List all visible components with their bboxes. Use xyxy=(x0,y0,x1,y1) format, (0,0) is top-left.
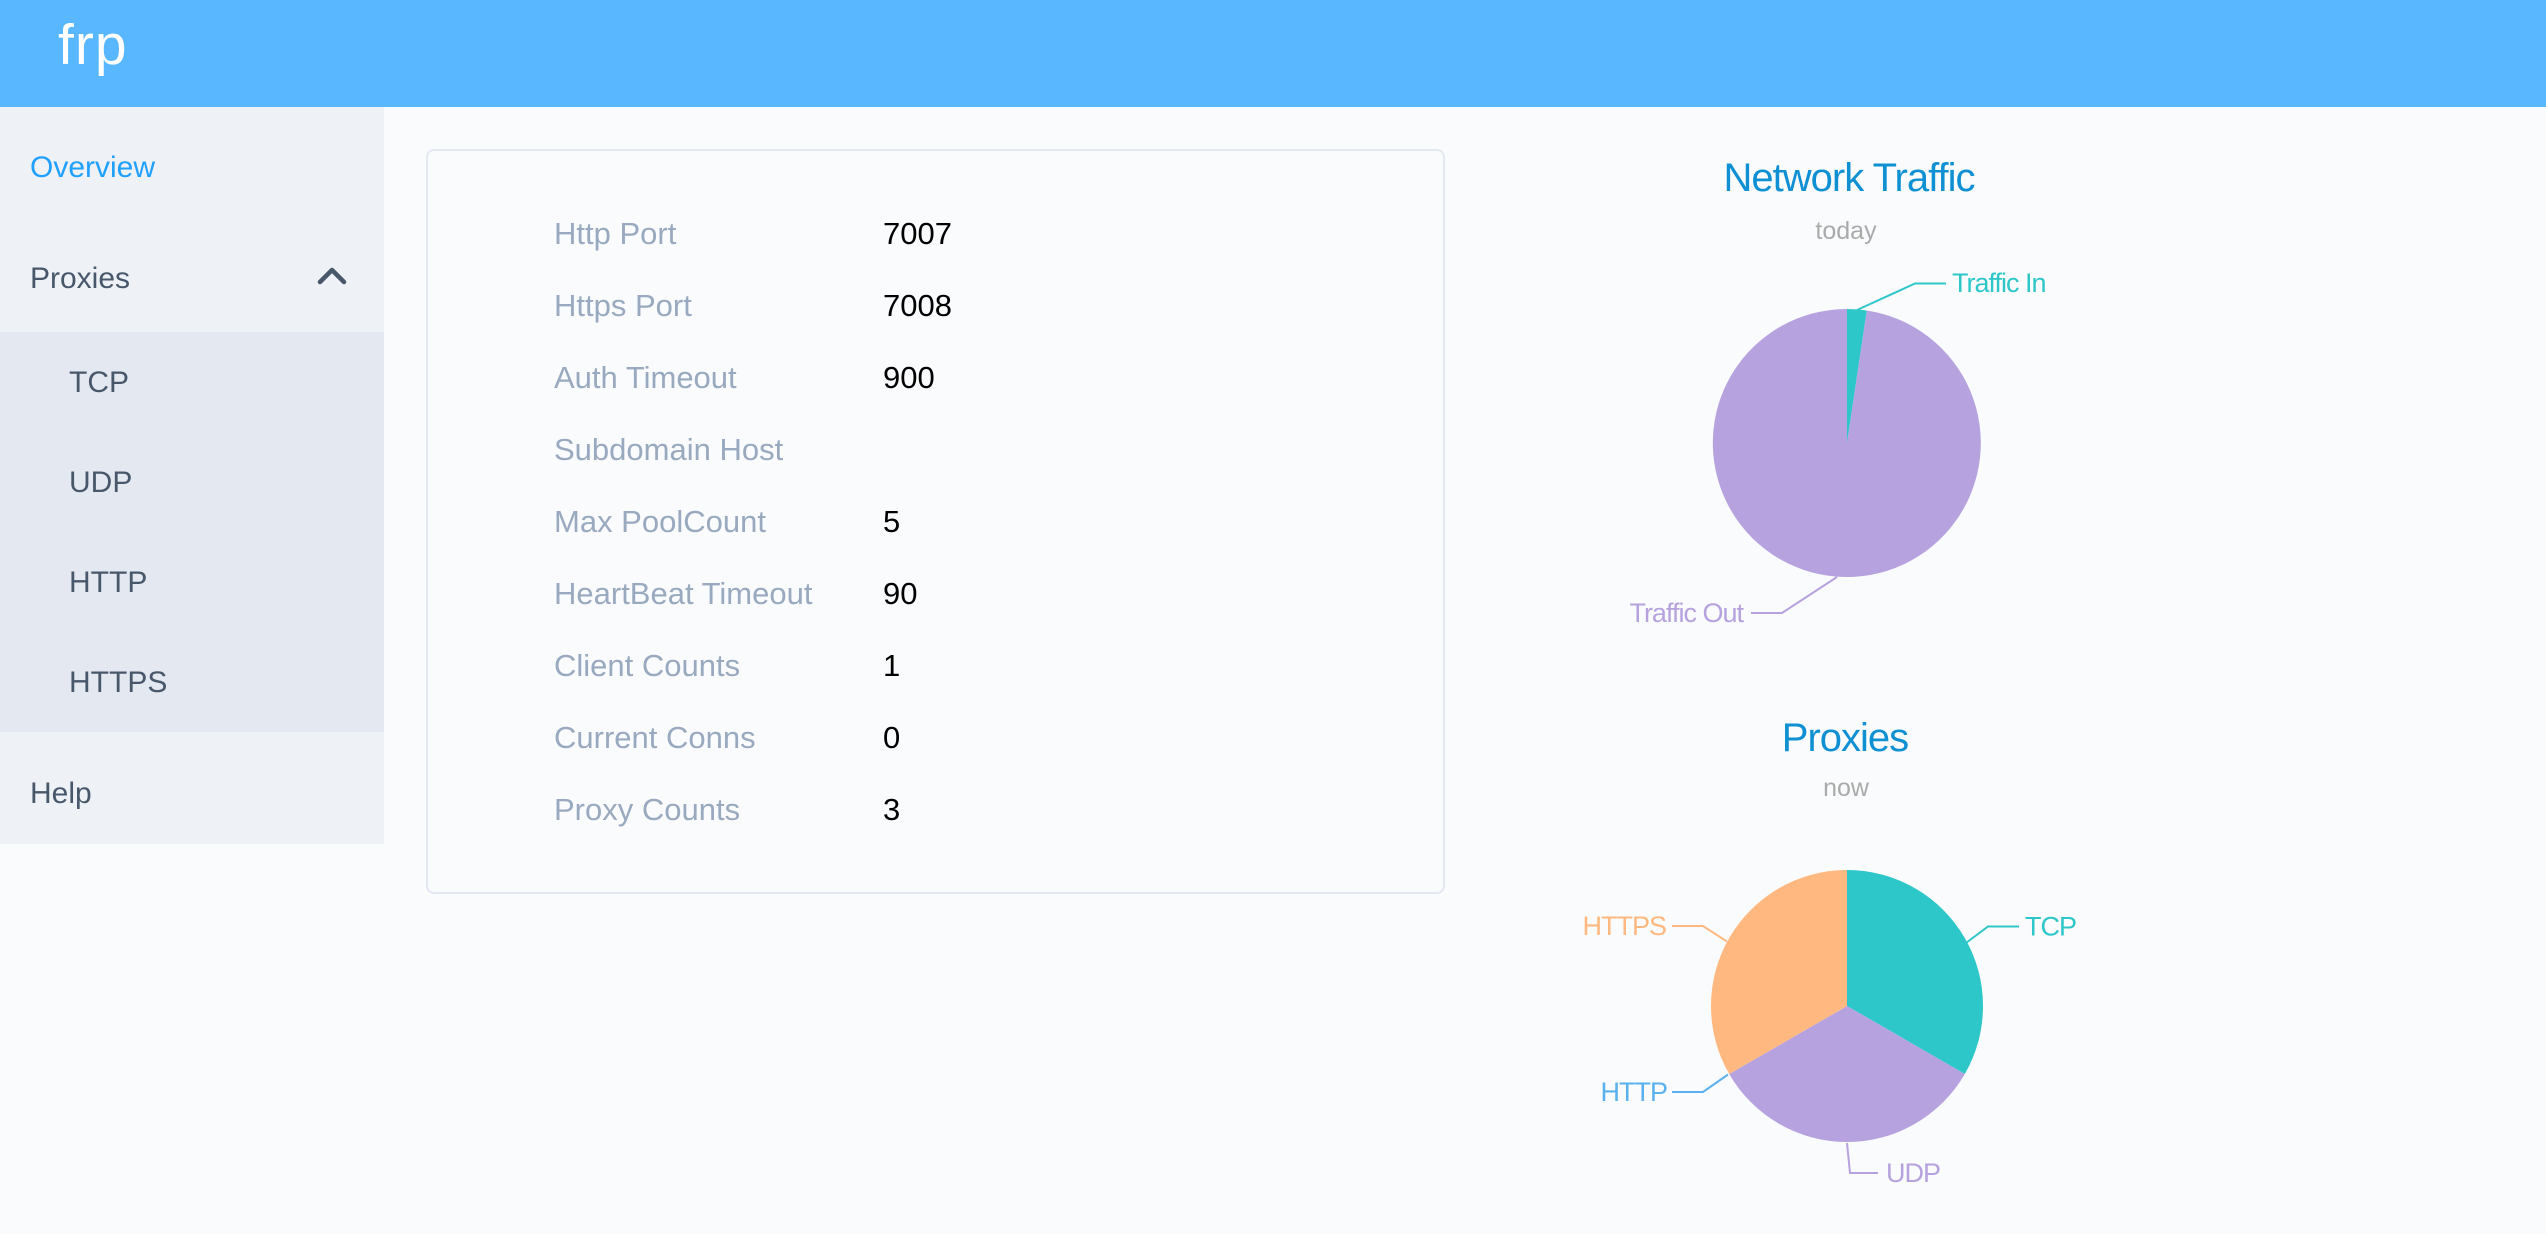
svg-text:TCP: TCP xyxy=(2025,912,2076,942)
svg-text:Traffic In: Traffic In xyxy=(1952,268,2046,298)
svg-text:HTTP: HTTP xyxy=(1601,1077,1668,1107)
svg-text:UDP: UDP xyxy=(1886,1158,1940,1188)
svg-text:Proxies: Proxies xyxy=(1782,716,1908,760)
svg-text:Network Traffic: Network Traffic xyxy=(1724,156,1975,200)
svg-text:today: today xyxy=(1815,217,1877,245)
svg-text:now: now xyxy=(1823,774,1870,802)
svg-text:Traffic Out: Traffic Out xyxy=(1629,598,1744,628)
svg-text:HTTPS: HTTPS xyxy=(1582,911,1666,941)
